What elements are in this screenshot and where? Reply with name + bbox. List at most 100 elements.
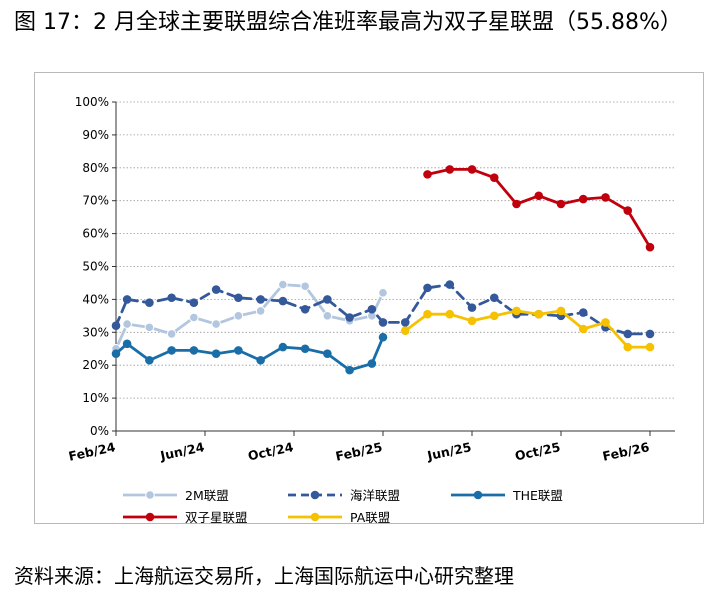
- data-point: [445, 309, 455, 319]
- y-tick-label: 50%: [82, 260, 109, 274]
- y-tick-label: 0%: [90, 424, 109, 438]
- data-point: [556, 306, 566, 316]
- data-point: [623, 342, 633, 352]
- data-point: [189, 346, 199, 355]
- data-point: [445, 280, 455, 289]
- legend-swatch-marker: [145, 490, 155, 500]
- data-point: [211, 349, 221, 358]
- data-point: [300, 304, 310, 314]
- data-point: [400, 318, 410, 327]
- data-point: [278, 279, 288, 290]
- legend-label: 双子星联盟: [185, 510, 248, 525]
- series-line-4: [403, 309, 652, 349]
- y-tick-label: 100%: [75, 95, 109, 109]
- data-point: [645, 329, 655, 339]
- data-point: [167, 293, 176, 303]
- data-point: [233, 311, 244, 321]
- data-point: [256, 295, 265, 304]
- x-tick-label: Jun/24: [158, 439, 206, 463]
- legend-swatch-marker: [310, 490, 320, 500]
- data-point: [211, 285, 221, 294]
- data-point: [144, 322, 155, 333]
- data-point: [623, 329, 633, 339]
- chart-frame: 0% 10% 20% 30% 40% 50% 60% 70% 80% 90% 100% Feb/24 J…: [34, 72, 704, 525]
- y-tick-label: 60%: [82, 227, 109, 241]
- data-point: [645, 342, 655, 352]
- data-point: [578, 194, 588, 204]
- data-point: [167, 346, 176, 355]
- y-tick-label: 70%: [82, 194, 109, 208]
- data-point: [578, 324, 588, 334]
- data-point: [423, 309, 432, 319]
- data-point: [234, 293, 243, 303]
- data-point: [122, 295, 132, 304]
- data-point: [556, 199, 566, 209]
- series-line-0: [114, 283, 385, 351]
- data-point: [278, 296, 288, 306]
- data-point: [489, 311, 499, 321]
- data-point: [145, 355, 154, 365]
- data-point: [623, 206, 633, 215]
- data-point: [189, 298, 199, 307]
- data-point: [345, 313, 354, 322]
- data-point: [512, 306, 521, 316]
- chart-title: 图 17：2 月全球主要联盟综合准班率最高为双子星联盟（55.88%）: [14, 10, 682, 35]
- data-point: [601, 318, 610, 327]
- data-point: [323, 349, 332, 358]
- data-point: [300, 281, 310, 292]
- data-point: [378, 318, 388, 327]
- x-tick-label: Feb/26: [601, 439, 651, 464]
- data-point: [111, 349, 121, 358]
- data-point: [322, 311, 333, 321]
- data-point: [645, 242, 655, 252]
- data-point: [145, 298, 154, 307]
- data-point: [423, 170, 432, 179]
- data-point: [489, 173, 499, 182]
- legend-swatch-marker: [310, 512, 320, 522]
- y-tick-label: 80%: [82, 161, 109, 175]
- data-point: [467, 316, 477, 326]
- y-tick-label: 30%: [82, 325, 109, 339]
- data-point: [378, 332, 388, 342]
- y-tick-label: 10%: [82, 391, 109, 405]
- data-point: [367, 359, 377, 368]
- line-chart: 0% 10% 20% 30% 40% 50% 60% 70% 80% 90% 100% Feb/24 J…: [67, 95, 675, 525]
- data-point: [300, 344, 310, 354]
- data-point: [189, 312, 199, 323]
- data-point: [578, 308, 588, 317]
- series-line-3: [426, 168, 652, 249]
- data-point: [367, 304, 377, 314]
- y-tick-label: 40%: [82, 292, 109, 306]
- data-point: [378, 288, 388, 298]
- data-point: [122, 319, 132, 329]
- data-point: [234, 346, 243, 355]
- legend-label: 2M联盟: [185, 488, 229, 503]
- x-tick-label: Oct/25: [514, 439, 562, 463]
- data-point: [111, 321, 121, 331]
- legend-label: THE联盟: [512, 488, 563, 503]
- data-point: [467, 303, 477, 312]
- data-point: [255, 306, 266, 316]
- legend-label: 海洋联盟: [350, 488, 400, 503]
- legend-label: PA联盟: [350, 510, 390, 525]
- x-tick-label: Oct/24: [247, 439, 295, 463]
- data-point: [423, 283, 432, 293]
- data-point: [467, 165, 477, 174]
- data-point: [445, 165, 455, 174]
- source-note: 资料来源：上海航运交易所，上海国际航运中心研究整理: [14, 564, 514, 588]
- data-point: [601, 193, 610, 202]
- y-tick-label: 90%: [82, 128, 109, 142]
- x-tick-label: Feb/24: [67, 439, 117, 464]
- data-point: [534, 309, 544, 319]
- legend-swatch-marker: [145, 512, 155, 522]
- data-point: [278, 342, 288, 352]
- data-point: [400, 326, 410, 335]
- data-point: [122, 339, 132, 349]
- data-point: [323, 295, 332, 304]
- data-point: [345, 365, 354, 375]
- data-point: [534, 191, 544, 201]
- data-point: [166, 329, 177, 339]
- legend-swatch-marker: [473, 490, 483, 500]
- data-point: [512, 199, 521, 209]
- x-tick-label: Jun/25: [425, 439, 473, 463]
